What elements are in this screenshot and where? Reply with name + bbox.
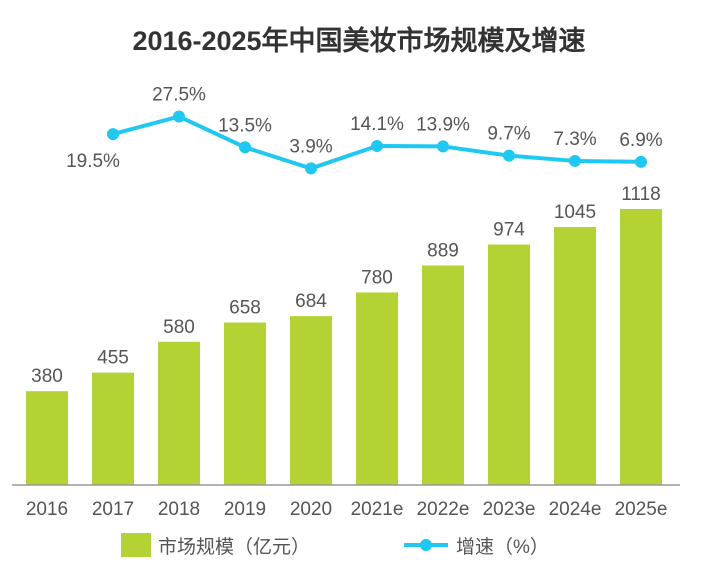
bar-value-label: 1045 <box>554 202 596 223</box>
legend: 市场规模（亿元） 增速（%） <box>121 533 549 558</box>
bar-2023e <box>488 244 530 485</box>
bar-value-label: 889 <box>427 241 459 262</box>
bar-2019 <box>224 322 266 485</box>
growth-point-2017 <box>107 128 119 141</box>
bar-value-label: 580 <box>163 317 195 338</box>
legend-swatch-bar <box>121 533 151 557</box>
bar-value-label: 380 <box>31 366 63 387</box>
growth-point-2025e <box>635 155 647 168</box>
x-tick-label: 2017 <box>92 499 134 520</box>
growth-point-2019 <box>239 141 251 154</box>
bar-2020 <box>290 316 332 485</box>
x-tick-label: 2024e <box>549 499 602 520</box>
bar-2025e <box>620 208 662 485</box>
growth-point-2020 <box>305 162 317 175</box>
x-tick-label: 2023e <box>483 499 536 520</box>
x-tick-label: 2019 <box>224 499 266 520</box>
x-tick-label: 2025e <box>615 499 668 520</box>
bar-value-label: 455 <box>97 348 129 369</box>
bar-value-label: 684 <box>295 291 327 312</box>
bar-value-label: 658 <box>229 298 261 319</box>
growth-value-label: 9.7% <box>487 124 530 145</box>
legend-marker <box>420 539 432 551</box>
bar-2016 <box>26 391 68 485</box>
growth-value-label: 27.5% <box>152 85 206 106</box>
growth-value-label: 14.1% <box>350 114 404 135</box>
growth-value-label: 6.9% <box>619 130 662 151</box>
x-tick-label: 2018 <box>158 499 200 520</box>
growth-point-2021e <box>371 139 383 152</box>
bar-value-label: 780 <box>361 267 393 288</box>
legend-label-line: 增速（%） <box>456 536 549 558</box>
growth-point-2018 <box>173 110 185 123</box>
x-tick-label: 2021e <box>351 499 404 520</box>
bar-2024e <box>554 226 596 485</box>
growth-point-2023e <box>503 149 515 162</box>
growth-point-2024e <box>569 154 581 167</box>
x-tick-label: 2022e <box>417 499 470 520</box>
growth-value-label: 19.5% <box>66 151 120 172</box>
growth-value-label: 13.9% <box>416 114 470 135</box>
growth-value-label: 13.5% <box>218 115 272 136</box>
bar-value-label: 1118 <box>621 184 660 205</box>
growth-value-label: 7.3% <box>553 129 596 150</box>
bar-2018 <box>158 341 200 485</box>
chart-title: 2016-2025年中国美妆市场规模及增速 <box>132 25 585 56</box>
bar-2022e <box>422 265 464 485</box>
legend-label-bar: 市场规模（亿元） <box>158 536 310 558</box>
growth-value-label: 3.9% <box>289 136 332 157</box>
x-tick-label: 2016 <box>26 499 68 520</box>
bar-value-label: 974 <box>493 220 525 241</box>
bar-2017 <box>92 372 134 485</box>
bar-2021e <box>356 292 398 485</box>
x-tick-label: 2020 <box>290 499 332 520</box>
growth-point-2022e <box>437 140 449 153</box>
